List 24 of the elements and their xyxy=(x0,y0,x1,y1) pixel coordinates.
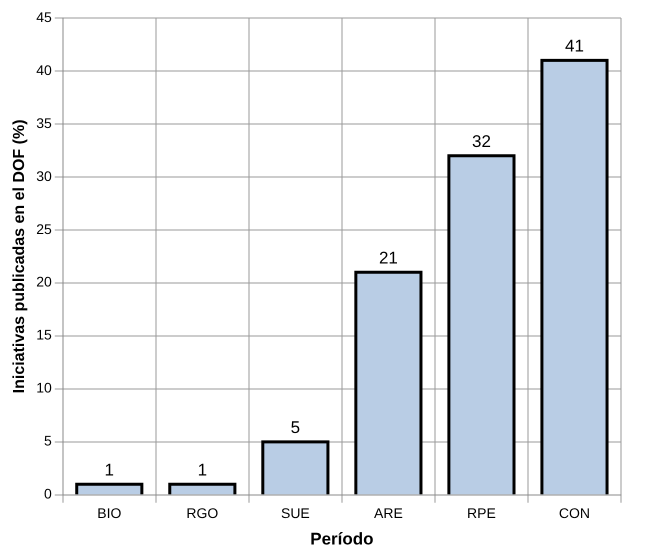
x-tick-label: RPE xyxy=(467,505,496,522)
data-label: 32 xyxy=(472,132,491,151)
x-tick-label: ARE xyxy=(374,505,403,522)
y-tick-label: 10 xyxy=(36,380,52,396)
x-tick-label: SUE xyxy=(280,505,310,522)
x-tick-label: RGO xyxy=(186,505,218,522)
y-tick-label: 40 xyxy=(36,62,52,78)
x-tick-label: BIO xyxy=(97,505,122,522)
y-tick-label: 15 xyxy=(36,326,52,343)
data-label: 1 xyxy=(198,460,208,480)
x-tick-label: CON xyxy=(558,505,590,522)
data-label: 5 xyxy=(290,418,300,438)
data-label: 1 xyxy=(104,460,114,480)
y-tick-label: 25 xyxy=(36,220,52,237)
y-tick-label: 45 xyxy=(36,8,52,25)
data-label: 21 xyxy=(378,248,398,268)
x-axis-title: Período xyxy=(310,529,374,548)
y-tick-label: 5 xyxy=(44,432,52,449)
y-axis-title: Iniciativas publicadas en el DOF (%) xyxy=(11,119,28,394)
y-tick-label: 0 xyxy=(44,486,52,502)
y-tick-label: 30 xyxy=(36,168,52,184)
y-tick-label: 35 xyxy=(36,114,52,131)
data-label: 41 xyxy=(565,36,584,56)
y-tick-label: 20 xyxy=(36,274,52,290)
